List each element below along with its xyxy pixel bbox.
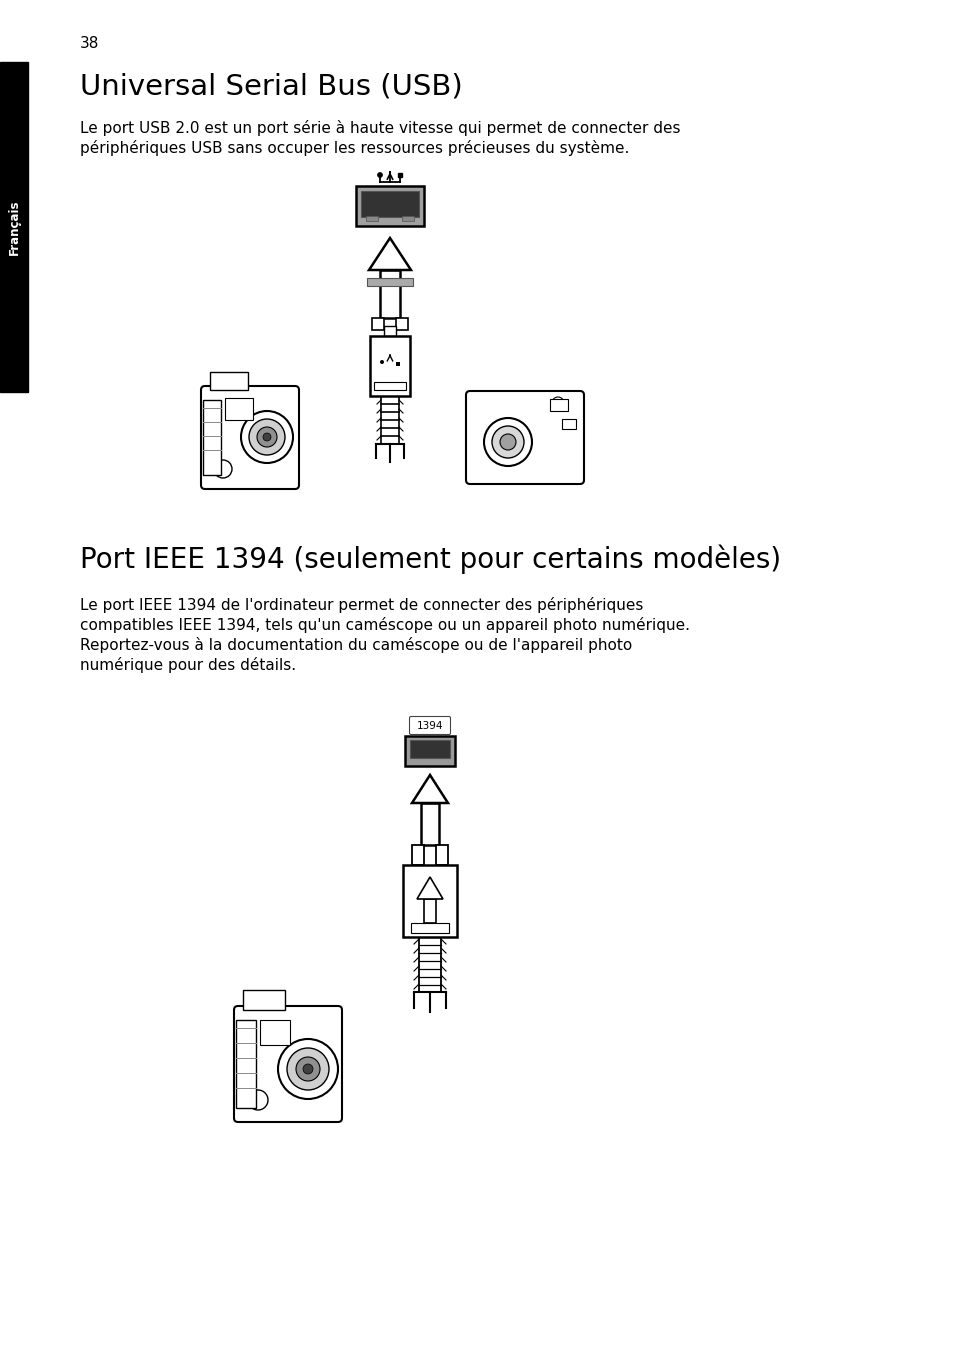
Text: Port IEEE 1394 (seulement pour certains modèles): Port IEEE 1394 (seulement pour certains … (80, 545, 781, 575)
Bar (550, 398, 567, 411)
Text: 38: 38 (80, 36, 99, 51)
FancyBboxPatch shape (201, 386, 298, 489)
Bar (225, 398, 253, 420)
FancyBboxPatch shape (409, 716, 450, 735)
Bar (355, 186, 423, 226)
Circle shape (241, 411, 293, 463)
Text: numérique pour des détails.: numérique pour des détails. (80, 657, 295, 674)
FancyBboxPatch shape (465, 392, 583, 485)
Text: 1394: 1394 (416, 721, 443, 731)
Text: compatibles IEEE 1394, tels qu'un caméscope ou un appareil photo numérique.: compatibles IEEE 1394, tels qu'un camésc… (80, 617, 689, 632)
Polygon shape (412, 775, 448, 804)
Circle shape (249, 419, 285, 455)
Circle shape (277, 1039, 337, 1099)
Bar (235, 1020, 255, 1108)
Text: périphériques USB sans occuper les ressources précieuses du système.: périphériques USB sans occuper les resso… (80, 140, 629, 156)
Bar (260, 1020, 290, 1045)
Bar (411, 923, 449, 934)
Polygon shape (416, 878, 442, 899)
Circle shape (377, 172, 382, 178)
Text: Le port USB 2.0 est un port série à haute vitesse qui permet de connecter des: Le port USB 2.0 est un port série à haut… (80, 120, 679, 136)
Text: Français: Français (8, 200, 20, 255)
Bar (384, 326, 395, 335)
Text: Le port IEEE 1394 de l'ordinateur permet de connecter des périphériques: Le port IEEE 1394 de l'ordinateur permet… (80, 597, 642, 613)
Bar (379, 270, 399, 318)
Text: Universal Serial Bus (USB): Universal Serial Bus (USB) (80, 73, 462, 100)
Circle shape (492, 426, 523, 459)
Bar (412, 845, 423, 865)
Bar (360, 192, 418, 218)
Circle shape (379, 360, 384, 364)
Bar (436, 845, 448, 865)
Bar (203, 400, 221, 475)
Bar (405, 737, 455, 767)
Bar (366, 216, 377, 220)
Polygon shape (369, 238, 411, 270)
Bar (372, 318, 384, 330)
Circle shape (303, 1064, 313, 1075)
Bar (0, 62, 28, 392)
Circle shape (213, 460, 232, 478)
Bar (410, 741, 450, 758)
Bar (397, 172, 401, 177)
Bar (402, 865, 456, 936)
Bar (395, 318, 408, 330)
Text: Reportez-vous à la documentation du caméscope ou de l'appareil photo: Reportez-vous à la documentation du camé… (80, 637, 632, 653)
Bar (374, 382, 406, 390)
FancyBboxPatch shape (233, 1006, 341, 1123)
Bar (395, 361, 399, 366)
Bar (423, 899, 436, 923)
Circle shape (287, 1049, 329, 1090)
Bar (367, 278, 413, 286)
Circle shape (499, 434, 516, 450)
Circle shape (552, 397, 563, 409)
Bar (210, 372, 248, 390)
Bar (420, 804, 438, 845)
Circle shape (295, 1057, 319, 1082)
Circle shape (483, 418, 532, 465)
Bar (370, 335, 410, 396)
Circle shape (263, 433, 271, 441)
Circle shape (256, 427, 276, 448)
Circle shape (248, 1090, 268, 1110)
Bar (401, 216, 414, 220)
Bar (243, 990, 285, 1010)
Bar (561, 419, 576, 428)
